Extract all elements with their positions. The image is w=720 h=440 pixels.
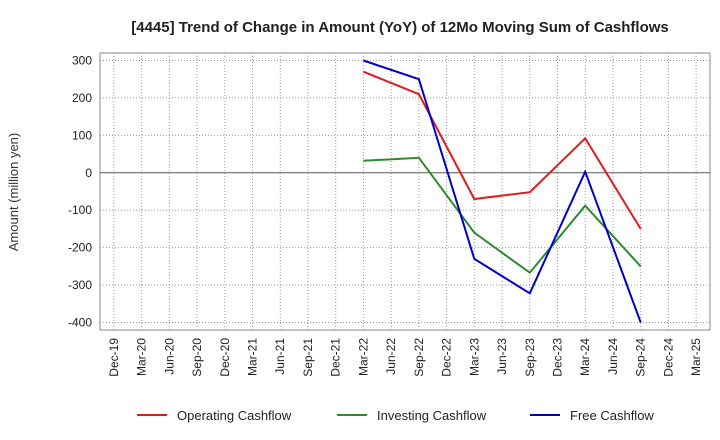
- y-tick-label: -300: [68, 278, 92, 292]
- x-tick-label: Dec-22: [440, 338, 454, 377]
- y-tick-label: 200: [72, 91, 92, 105]
- y-ticks: 300 200 100 0 -100 -200 -300 -400: [68, 53, 92, 329]
- x-tick-label: Mar-25: [689, 338, 703, 376]
- x-tick-label: Mar-24: [578, 338, 592, 376]
- x-tick-label: Sep-21: [301, 338, 315, 377]
- y-tick-label: 300: [72, 53, 92, 67]
- x-tick-label: Sep-23: [523, 338, 537, 377]
- x-tick-label: Jun-21: [273, 338, 287, 375]
- x-tick-label: Dec-24: [661, 338, 675, 377]
- y-tick-label: -400: [68, 316, 92, 330]
- legend: Operating Cashflow Investing Cashflow Free…: [137, 408, 654, 423]
- x-tick-label: Jun-22: [384, 338, 398, 375]
- plot-area: [99, 52, 711, 331]
- x-tick-label: Sep-20: [190, 338, 204, 377]
- x-tick-label: Mar-23: [467, 338, 481, 376]
- y-tick-label: 0: [85, 166, 92, 180]
- y-tick-label: -100: [68, 203, 92, 217]
- x-tick-label: Jun-20: [162, 338, 176, 375]
- series-line-investing-cashflow: [363, 156, 642, 275]
- x-tick-label: Dec-19: [107, 338, 121, 377]
- legend-label: Operating Cashflow: [177, 408, 292, 423]
- legend-label: Free Cashflow: [570, 408, 654, 423]
- x-tick-label: Mar-22: [356, 338, 370, 376]
- legend-label: Investing Cashflow: [377, 408, 487, 423]
- x-tick-label: Dec-20: [218, 338, 232, 377]
- y-tick-label: -200: [68, 241, 92, 255]
- x-tick-label: Mar-21: [246, 338, 260, 376]
- x-tick-label: Sep-22: [412, 338, 426, 377]
- grid: [100, 53, 710, 330]
- x-ticks: Dec-19 Mar-20 Jun-20 Sep-20 Dec-20 Mar-21 Jun-…: [107, 338, 703, 377]
- x-tick-label: Dec-23: [551, 338, 565, 377]
- series-line-operating-cashflow: [363, 70, 642, 230]
- series-group: [363, 59, 642, 323]
- chart-title: [4445] Trend of Change in Amount (YoY) o…: [131, 19, 669, 36]
- x-tick-label: Mar-20: [135, 338, 149, 376]
- y-tick-label: 100: [72, 128, 92, 142]
- x-tick-label: Dec-21: [329, 338, 343, 377]
- x-tick-label: Jun-24: [606, 338, 620, 375]
- series-line-free-cashflow: [363, 59, 642, 323]
- x-tick-label: Sep-24: [634, 338, 648, 377]
- x-tick-label: Jun-23: [495, 338, 509, 375]
- y-axis-label: Amount (million yen): [6, 133, 21, 252]
